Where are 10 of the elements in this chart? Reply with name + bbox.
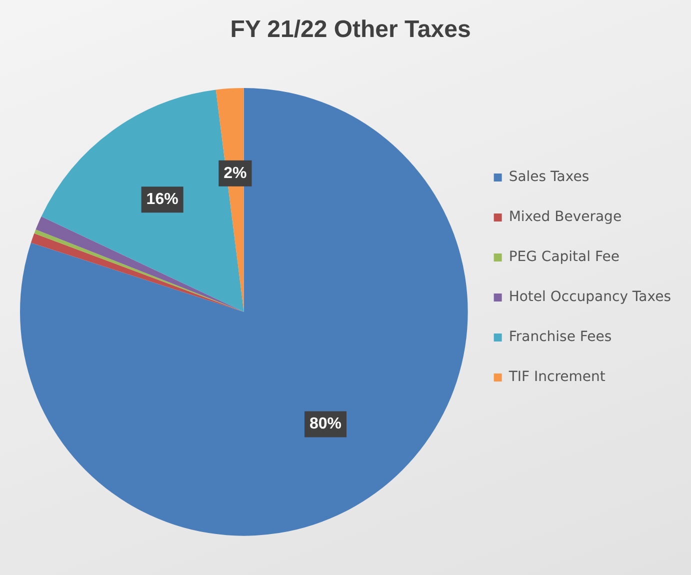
data-label: 80%	[310, 416, 342, 433]
data-label: 16%	[146, 190, 178, 208]
legend-label: Mixed Beverage	[508, 209, 622, 226]
legend-label: PEG Capital Fee	[508, 249, 620, 266]
legend-label: Hotel Occupancy Taxes	[508, 289, 672, 306]
legend-label: Sales Taxes	[508, 169, 590, 186]
legend-label: Franchise Fees	[508, 329, 612, 346]
legend-label: TIF Increment	[508, 369, 606, 386]
data-label: 2%	[224, 164, 247, 182]
chart-title: FY 21/22 Other Taxes	[230, 16, 471, 44]
